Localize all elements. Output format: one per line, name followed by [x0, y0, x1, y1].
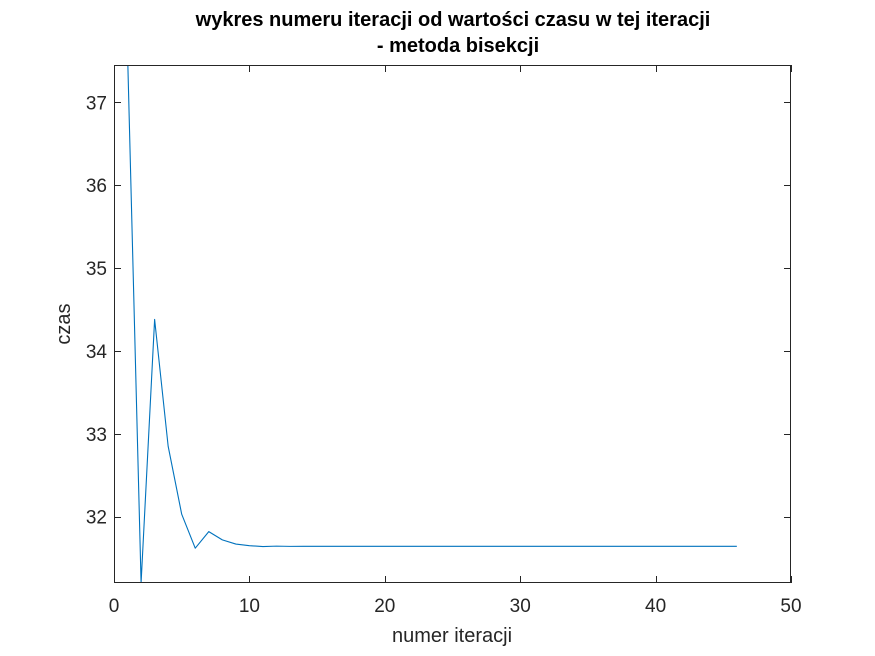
- series-line: [127, 65, 737, 583]
- x-tick-label: 50: [780, 596, 801, 617]
- x-tick-label: 40: [645, 596, 666, 617]
- y-tick-label: 36: [86, 176, 107, 197]
- x-tick-label: 10: [239, 596, 260, 617]
- y-tick-label: 34: [86, 342, 108, 363]
- ticks-layer: 0 10 20 30 40 50 32 33 34 35 36 37: [86, 65, 802, 617]
- x-tick-label: 30: [510, 596, 531, 617]
- plot-area: 0 10 20 30 40 50 32 33 34 35 36 37: [86, 65, 802, 617]
- y-tick-label: 37: [86, 93, 107, 114]
- chart-title-line-1: wykres numeru iteracji od wartości czasu…: [195, 9, 711, 31]
- x-tick-label: 0: [109, 596, 120, 617]
- axes-box: [114, 65, 791, 583]
- y-tick-label: 33: [86, 425, 107, 446]
- y-tick-label: 32: [86, 508, 107, 529]
- chart-title-line-2: - metoda bisekcji: [377, 35, 539, 57]
- x-axis-label: numer iteracji: [392, 625, 512, 647]
- axes-background: [114, 65, 791, 583]
- series-layer: [127, 65, 737, 583]
- y-tick-label: 35: [86, 259, 107, 280]
- x-tick-label: 20: [374, 596, 395, 617]
- y-axis-label: czas: [53, 303, 75, 344]
